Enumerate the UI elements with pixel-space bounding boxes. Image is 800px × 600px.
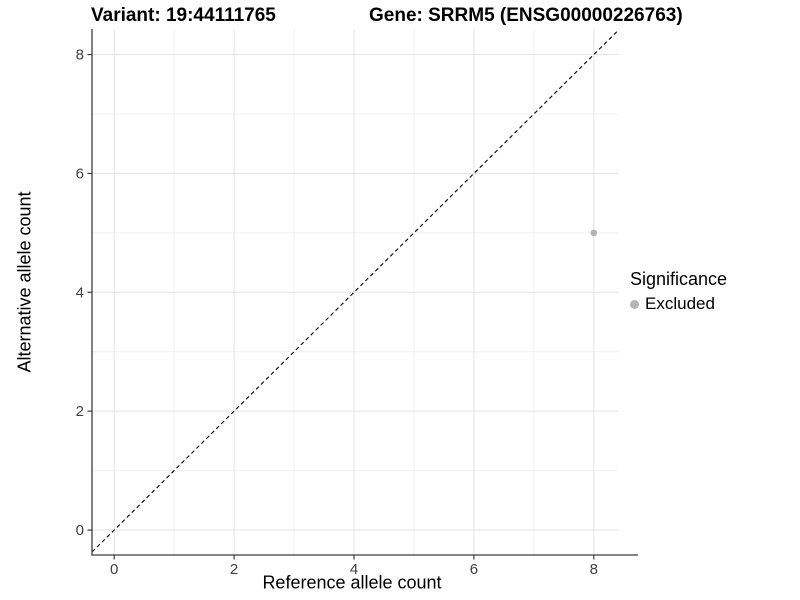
x-axis-title: Reference allele count	[262, 572, 442, 593]
plot-title-gene: Gene: SRRM5 (ENSG00000226763)	[369, 5, 683, 26]
legend-item-label: Excluded	[645, 294, 715, 313]
plot-title-variant: Variant: 19:44111765	[91, 5, 276, 26]
y-tick-label: 4	[76, 284, 84, 301]
y-axis-title: Alternative allele count	[14, 191, 35, 373]
legend-title: Significance	[630, 269, 728, 289]
x-tick-label: 0	[110, 561, 118, 578]
x-tick-label: 4	[350, 561, 358, 578]
identity-dashed-line	[91, 29, 620, 553]
excluded-point-swatch-icon	[630, 299, 639, 309]
y-tick-label: 8	[76, 47, 84, 64]
y-tick-label: 2	[76, 403, 84, 420]
x-tick-label: 8	[590, 561, 598, 578]
y-tick-label: 0	[76, 522, 84, 539]
y-tick-label: 6	[76, 165, 84, 182]
x-tick-label: 6	[470, 561, 478, 578]
legend-item-excluded: Excluded	[630, 294, 727, 314]
data-point	[590, 229, 598, 237]
legend: Significance Excluded	[630, 269, 727, 314]
x-tick-label: 2	[230, 561, 238, 578]
